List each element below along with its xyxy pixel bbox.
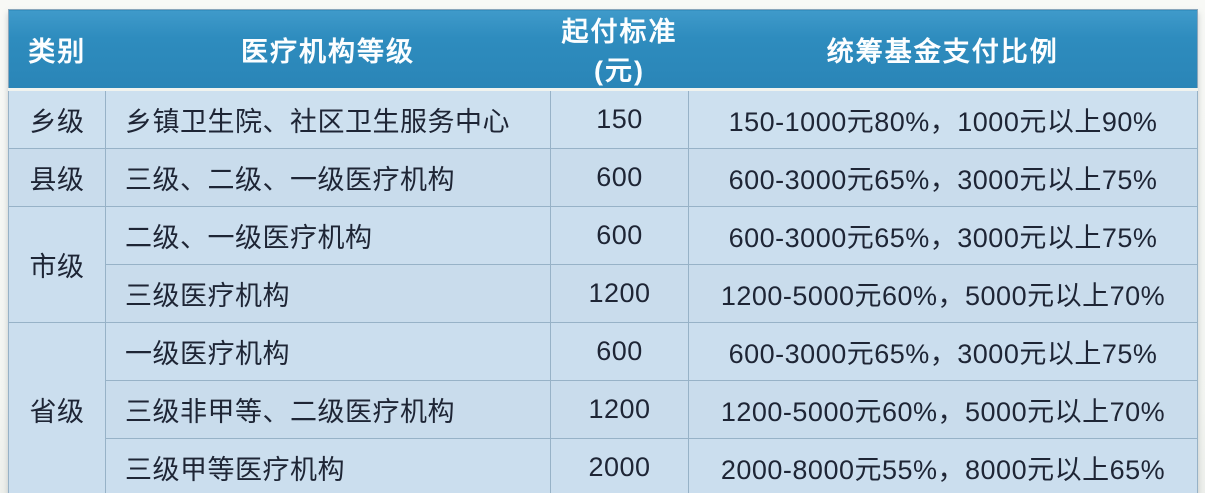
table-row-city-1: 市级 二级、一级医疗机构 600 600-3000元65%，3000元以上75% bbox=[8, 206, 1198, 323]
medical-insurance-table: 类别 医疗机构等级 起付标准(元) 统筹基金支付比例 乡级 乡镇卫生院、社区卫生… bbox=[8, 9, 1198, 493]
institution-cell: 三级非甲等、二级医疗机构 bbox=[105, 380, 551, 439]
institution-cell: 三级甲等医疗机构 bbox=[105, 438, 551, 493]
table-row-province-2: 三级非甲等、二级医疗机构 1200 1200-5000元60%，5000元以上7… bbox=[9, 380, 1198, 439]
ratio-cell: 150-1000元80%，1000元以上90% bbox=[688, 89, 1198, 149]
table-header: 类别 医疗机构等级 起付标准(元) 统筹基金支付比例 bbox=[8, 9, 1198, 91]
table-row-city-2: 三级医疗机构 1200 1200-5000元60%，5000元以上70% bbox=[9, 264, 1198, 323]
category-cell: 省级 bbox=[8, 322, 106, 493]
table-row-province-3: 三级甲等医疗机构 2000 2000-8000元55%，8000元以上65% bbox=[9, 438, 1198, 493]
deductible-cell: 1200 bbox=[550, 380, 689, 439]
ratio-cell: 600-3000元65%，3000元以上75% bbox=[688, 148, 1198, 207]
institution-cell: 三级医疗机构 bbox=[105, 264, 551, 323]
category-cell: 市级 bbox=[8, 206, 106, 323]
institution-cell: 乡镇卫生院、社区卫生服务中心 bbox=[105, 89, 551, 149]
institution-cell: 二级、一级医疗机构 bbox=[105, 206, 551, 265]
header-row: 类别 医疗机构等级 起付标准(元) 统筹基金支付比例 bbox=[8, 9, 1198, 91]
institution-cell: 一级医疗机构 bbox=[105, 322, 551, 381]
ratio-cell: 600-3000元65%，3000元以上75% bbox=[688, 322, 1198, 381]
ratio-cell: 1200-5000元60%，5000元以上70% bbox=[688, 264, 1198, 323]
category-cell: 乡级 bbox=[8, 89, 106, 149]
table-body: 乡级 乡镇卫生院、社区卫生服务中心 150 150-1000元80%，1000元… bbox=[8, 89, 1198, 493]
ratio-cell: 2000-8000元55%，8000元以上65% bbox=[688, 438, 1198, 493]
deductible-cell: 150 bbox=[550, 89, 689, 149]
table-row-township: 乡级 乡镇卫生院、社区卫生服务中心 150 150-1000元80%，1000元… bbox=[8, 89, 1198, 149]
table-row-county: 县级 三级、二级、一级医疗机构 600 600-3000元65%，3000元以上… bbox=[8, 148, 1198, 207]
ratio-cell: 1200-5000元60%，5000元以上70% bbox=[688, 380, 1198, 439]
category-cell: 县级 bbox=[8, 148, 106, 207]
header-category: 类别 bbox=[8, 9, 106, 91]
header-deductible: 起付标准(元) bbox=[550, 9, 689, 91]
deductible-cell: 1200 bbox=[550, 264, 689, 323]
deductible-cell: 600 bbox=[550, 206, 689, 265]
institution-cell: 三级、二级、一级医疗机构 bbox=[105, 148, 551, 207]
deductible-cell: 600 bbox=[550, 148, 689, 207]
ratio-cell: 600-3000元65%，3000元以上75% bbox=[688, 206, 1198, 265]
header-ratio: 统筹基金支付比例 bbox=[688, 9, 1198, 91]
deductible-cell: 2000 bbox=[550, 438, 689, 493]
deductible-cell: 600 bbox=[550, 322, 689, 381]
table-row-province-1: 省级 一级医疗机构 600 600-3000元65%，3000元以上75% bbox=[8, 322, 1198, 493]
header-institution: 医疗机构等级 bbox=[105, 9, 551, 91]
